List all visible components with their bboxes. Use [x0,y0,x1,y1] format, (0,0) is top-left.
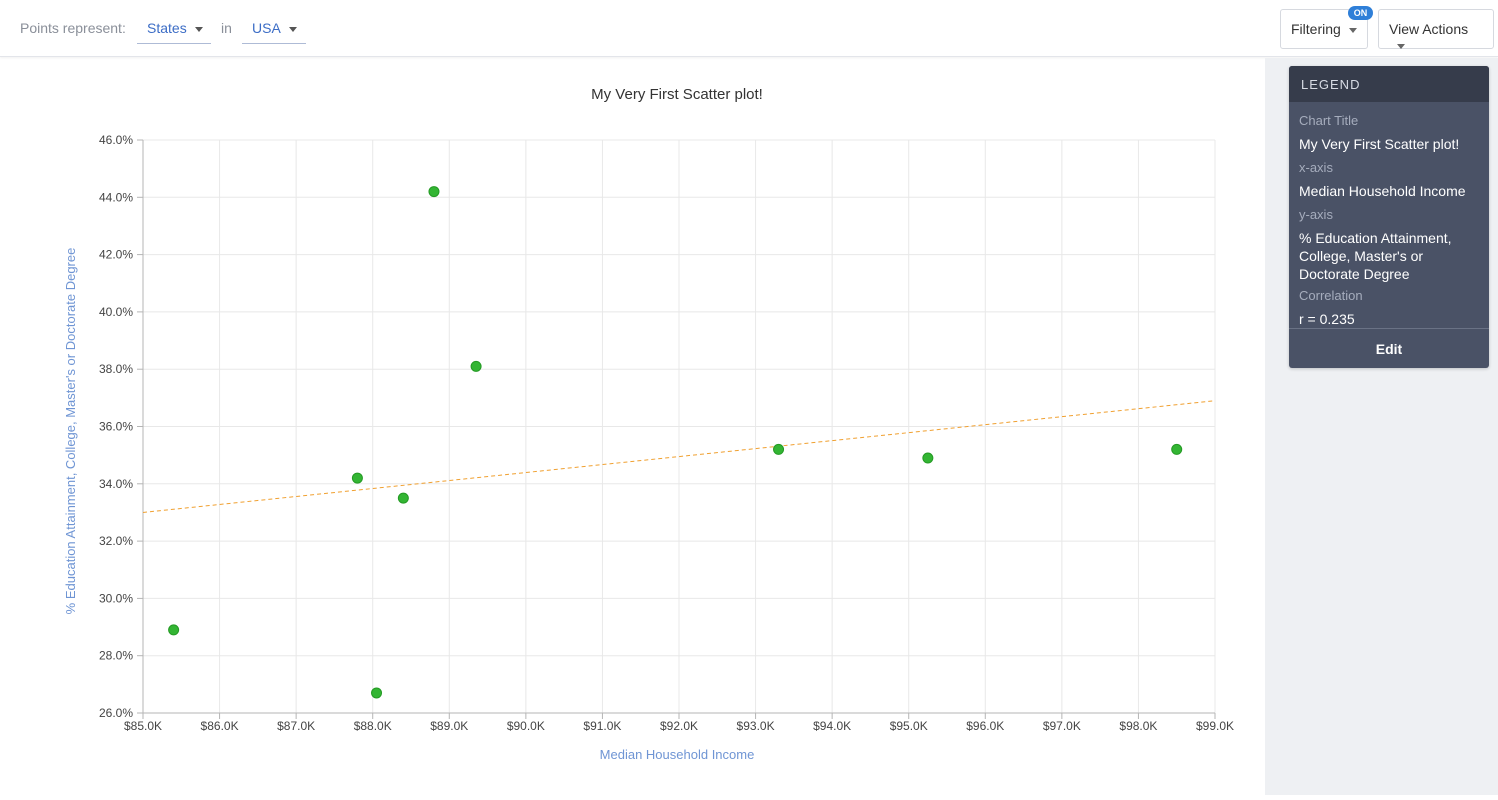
data-point [428,186,440,198]
y-tick-label: 46.0% [99,133,133,147]
x-tick-label: $97.0K [1043,719,1081,733]
data-point [371,687,383,699]
x-tick-label: $92.0K [660,719,698,733]
data-point [470,360,482,372]
legend-chart-title-value: My Very First Scatter plot! [1299,136,1460,152]
view-actions-label: View Actions [1389,21,1469,37]
chart-area: $85.0K $86.0K $87.0K $88.0K $89.0K $90.0K $91.… [0,58,1265,795]
y-tick-label: 42.0% [99,248,133,262]
legend-correlation-value: r = 0.235 [1299,311,1355,327]
in-label: in [221,20,232,36]
x-tick-label: $94.0K [813,719,851,733]
x-tick-label: $85.0K [124,719,162,733]
x-tick-labels: $85.0K $86.0K $87.0K $88.0K $89.0K $90.0K $91.… [124,719,1234,733]
legend-panel: LEGEND Chart Title My Very First Scatter… [1289,66,1489,368]
points-dropdown-value: States [147,20,187,36]
axes [137,139,1216,719]
data-point [773,443,785,455]
legend-y-axis-line: College, Master's or [1299,248,1424,264]
filtering-label: Filtering [1291,21,1341,37]
x-tick-label: $96.0K [966,719,1004,733]
y-tick-label: 40.0% [99,305,133,319]
legend-y-axis-line: % Education Attainment, [1299,230,1452,246]
points-represent-label: Points represent: [20,20,126,36]
x-tick-label: $93.0K [737,719,775,733]
y-tick-label: 34.0% [99,477,133,491]
y-axis-label: % Education Attainment, College, Master'… [63,248,78,615]
view-actions-button[interactable]: View Actions [1378,9,1494,49]
y-tick-label: 26.0% [99,706,133,720]
legend-edit-button[interactable]: Edit [1289,328,1489,368]
data-points [168,186,1183,699]
x-tick-label: $98.0K [1119,719,1157,733]
chevron-down-icon [1397,43,1405,49]
y-tick-label: 36.0% [99,420,133,434]
chevron-down-icon [1348,27,1357,33]
region-dropdown-value: USA [252,20,281,36]
data-point [1171,443,1183,455]
chart-title: My Very First Scatter plot! [591,86,763,103]
chevron-down-icon [194,26,203,32]
x-tick-label: $90.0K [507,719,545,733]
legend-correlation-key: Correlation [1299,288,1363,303]
legend-y-axis-line: Doctorate Degree [1299,266,1410,282]
points-dropdown[interactable]: States [137,12,211,44]
x-tick-label: $91.0K [583,719,621,733]
x-tick-label: $86.0K [201,719,239,733]
trendline [142,400,1216,513]
y-tick-labels: 26.0% 28.0% 30.0% 32.0% 34.0% 36.0% 38.0% 40.0%… [99,133,133,720]
legend-body: Chart Title My Very First Scatter plot! … [1289,102,1489,328]
scatter-chart: $85.0K $86.0K $87.0K $88.0K $89.0K $90.0K $91.… [63,86,1234,762]
data-point [922,452,934,464]
x-tick-label: $95.0K [890,719,928,733]
data-point [397,492,409,504]
legend-header: LEGEND [1289,66,1489,102]
y-tick-label: 30.0% [99,591,133,605]
legend-x-axis-key: x-axis [1299,160,1333,175]
legend-chart-title-key: Chart Title [1299,113,1359,128]
toolbar: Points represent: States in USA Filterin… [0,0,1498,57]
data-point [351,472,363,484]
y-tick-label: 44.0% [99,190,133,204]
legend-y-axis-key: y-axis [1299,207,1333,222]
legend-x-axis-value: Median Household Income [1299,183,1466,199]
x-tick-label: $87.0K [277,719,315,733]
data-point [168,624,180,636]
chevron-down-icon [288,26,297,32]
x-tick-label: $89.0K [430,719,468,733]
grid [142,139,1216,714]
region-dropdown[interactable]: USA [242,12,306,44]
x-tick-label: $88.0K [354,719,392,733]
x-tick-label: $99.0K [1196,719,1234,733]
y-tick-label: 38.0% [99,362,133,376]
y-tick-label: 28.0% [99,649,133,663]
legend-y-axis-value: % Education Attainment, College, Master'… [1299,229,1479,283]
filtering-on-badge: ON [1348,6,1373,20]
y-tick-label: 32.0% [99,534,133,548]
x-axis-label: Median Household Income [600,747,755,762]
